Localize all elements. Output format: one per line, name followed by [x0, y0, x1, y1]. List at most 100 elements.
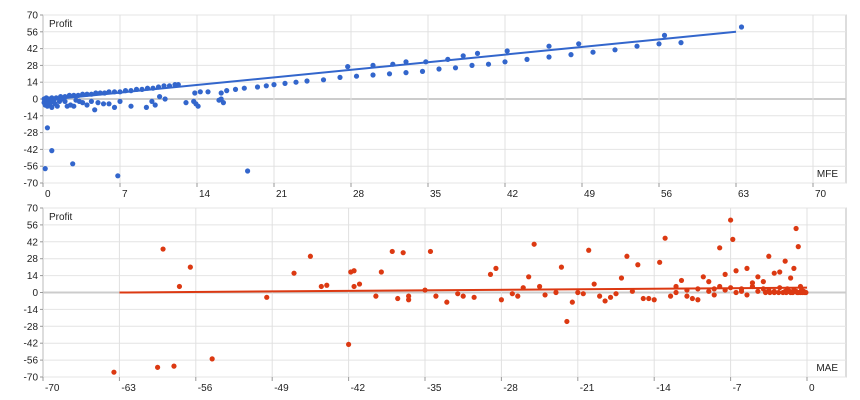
data-point	[291, 270, 297, 276]
data-point	[613, 291, 619, 297]
x-tick-label: -63	[121, 383, 136, 394]
data-point	[152, 102, 158, 108]
data-point	[436, 66, 442, 72]
x-tick-label: -56	[198, 383, 213, 394]
data-point	[351, 283, 357, 290]
data-point	[187, 264, 193, 270]
data-point	[576, 41, 582, 47]
data-point	[597, 293, 603, 299]
data-point	[318, 283, 324, 290]
x-axis-title: MAE	[816, 363, 838, 374]
data-point	[700, 274, 706, 280]
data-point	[171, 363, 177, 369]
data-point	[160, 246, 166, 252]
x-tick-label: 14	[199, 189, 211, 200]
y-tick-label: -28	[24, 128, 39, 139]
data-point	[378, 269, 384, 275]
data-point	[264, 294, 270, 300]
data-point	[224, 88, 230, 94]
y-tick-label: 42	[27, 44, 39, 55]
data-point	[531, 241, 537, 247]
data-point	[111, 104, 118, 110]
data-point	[487, 271, 494, 277]
data-point	[695, 297, 701, 303]
data-point	[460, 53, 466, 59]
x-tick-label: 7	[122, 189, 128, 200]
x-tick-label: -14	[656, 383, 671, 394]
data-point	[733, 268, 739, 274]
x-tick-label: -70	[45, 383, 60, 394]
data-point	[760, 279, 766, 285]
data-point	[271, 82, 277, 88]
data-point	[717, 245, 723, 251]
data-point	[44, 125, 51, 131]
y-tick-label: 70	[27, 11, 39, 22]
y-tick-label: -28	[24, 322, 39, 333]
y-tick-label: -56	[24, 356, 39, 367]
data-point	[624, 253, 630, 259]
data-point	[162, 96, 168, 102]
x-tick-label: 28	[353, 189, 365, 200]
data-point	[337, 74, 343, 80]
data-point	[498, 297, 504, 303]
data-point	[115, 173, 121, 179]
data-point	[42, 166, 48, 172]
data-point	[730, 236, 736, 242]
y-tick-label: -70	[24, 179, 39, 190]
data-point	[502, 59, 508, 65]
y-tick-label: 56	[27, 27, 39, 38]
data-point	[92, 107, 98, 113]
x-tick-label: -7	[733, 383, 742, 394]
data-point	[504, 48, 510, 54]
trendline	[119, 286, 808, 294]
data-point	[143, 104, 149, 110]
y-tick-label: 56	[27, 220, 39, 231]
data-point	[575, 289, 581, 296]
y-axis-title: Profit	[49, 19, 73, 30]
data-point	[474, 50, 481, 57]
x-tick-label: -21	[580, 383, 595, 394]
data-point	[220, 100, 226, 106]
data-point	[689, 295, 696, 302]
data-point	[100, 101, 107, 107]
data-point	[542, 292, 548, 298]
x-tick-label: 0	[45, 189, 51, 200]
data-point	[706, 279, 712, 285]
x-tick-label: 56	[661, 189, 673, 200]
mfe-profit-chart: 70 56 42 28 14 0 -14 -28 -42 -56 -70 0 7 14 21 28 35 42 49…	[24, 11, 847, 200]
data-point	[766, 253, 772, 259]
data-point	[95, 100, 101, 106]
data-point	[509, 291, 515, 297]
x-tick-label: -42	[351, 383, 366, 394]
data-point	[657, 259, 663, 265]
y-tick-label: -14	[24, 111, 39, 122]
y-tick-label: -42	[24, 145, 39, 156]
data-point	[646, 295, 652, 302]
data-point	[733, 289, 739, 296]
data-point	[791, 265, 797, 271]
data-point	[790, 289, 796, 296]
data-point	[612, 47, 618, 53]
data-point	[762, 289, 769, 296]
data-point	[795, 244, 801, 250]
data-point	[406, 297, 412, 303]
data-point	[673, 289, 679, 296]
data-point	[406, 293, 412, 299]
data-point	[54, 103, 60, 109]
data-point	[515, 293, 521, 299]
data-point	[192, 90, 198, 96]
data-point	[755, 274, 761, 280]
y-tick-label: 28	[27, 61, 39, 72]
data-point	[546, 43, 552, 49]
data-point	[395, 295, 401, 302]
data-point	[455, 291, 461, 297]
data-point	[634, 43, 640, 49]
data-point	[386, 71, 393, 77]
x-tick-label: 42	[507, 189, 519, 200]
data-point	[788, 275, 794, 281]
data-point	[568, 52, 574, 58]
data-point	[157, 94, 163, 100]
data-point	[749, 280, 756, 286]
